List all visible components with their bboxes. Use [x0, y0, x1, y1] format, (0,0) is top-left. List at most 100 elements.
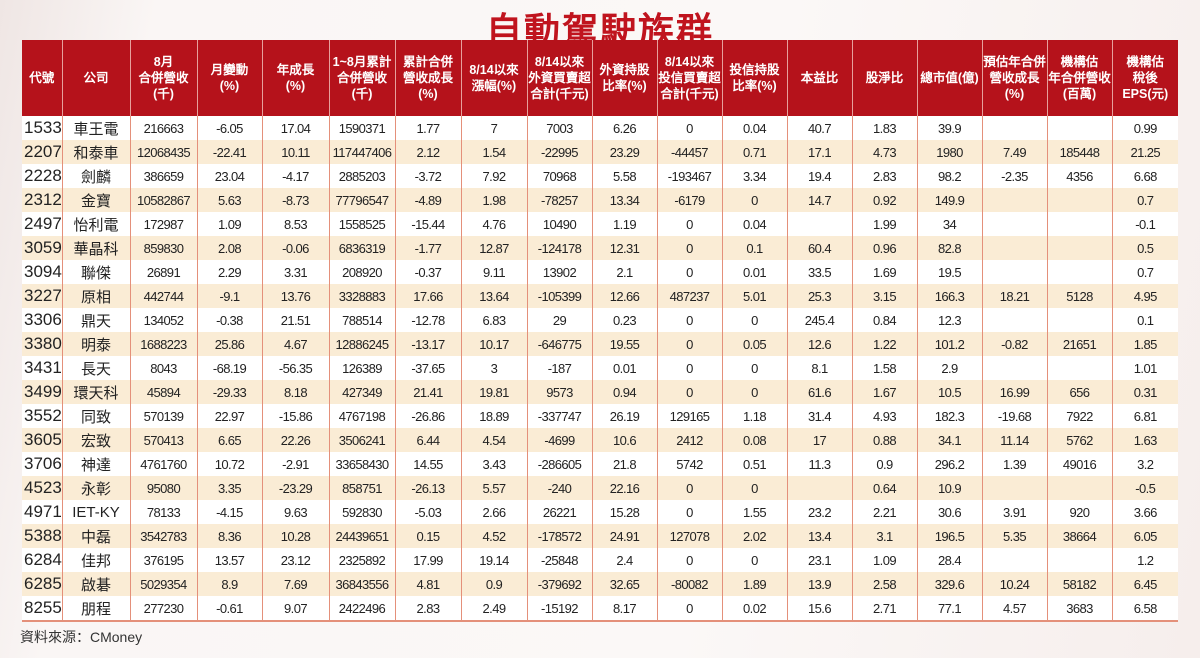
table-cell: 5762 [1046, 428, 1112, 452]
table-cell: -56.35 [261, 356, 329, 380]
table-cell: -68.19 [196, 356, 262, 380]
table-cell: 7 [460, 116, 527, 140]
table-cell: 0.9 [851, 452, 917, 476]
table-cell: 10.24 [981, 572, 1047, 596]
table-row: 3706 神達 4761760 10.72 -2.91 33658430 14.55 3.43… [22, 452, 1178, 476]
table-cell: -0.06 [261, 236, 329, 260]
table-row: 8255 朋程 277230 -0.61 9.07 2422496 2.83 2.49 -151… [22, 596, 1178, 622]
column-header: 8/14以來 投信買賣超 合計(千元) [656, 40, 722, 116]
table-cell: -26.86 [394, 404, 461, 428]
table-cell: 38664 [1046, 524, 1112, 548]
company-name: 長天 [61, 356, 130, 380]
table-cell: 1.01 [1111, 356, 1178, 380]
table-cell [981, 212, 1047, 236]
table-cell [981, 188, 1047, 212]
table-cell: 1.98 [460, 188, 527, 212]
table-cell: 6.58 [1111, 596, 1178, 622]
stock-code: 8255 [22, 596, 62, 622]
table-cell: 920 [1046, 500, 1112, 524]
table-cell: 95080 [129, 476, 197, 500]
table-row: 5388 中磊 3542783 8.36 10.28 24439651 0.15 4.52 -1… [22, 524, 1178, 548]
table-cell: 0 [721, 356, 787, 380]
stock-code: 3499 [22, 380, 62, 404]
table-cell: 4.54 [460, 428, 527, 452]
stock-code: 2497 [22, 212, 62, 236]
table-cell: 17 [786, 428, 852, 452]
table-header-row: 代號 公司 8月 合併營收 (千) 月變動 (%) 年成長 (%) 1~8月累計 合併營收… [22, 40, 1178, 116]
table-cell: 570413 [129, 428, 197, 452]
table-cell: 6.45 [1111, 572, 1178, 596]
table-cell: 2.21 [851, 500, 917, 524]
table-cell: 1.09 [851, 548, 917, 572]
table-cell: 8.18 [261, 380, 329, 404]
table-cell: 77796547 [328, 188, 395, 212]
table-cell [1046, 356, 1112, 380]
column-header: 1~8月累計 合併營收 (千) [328, 40, 395, 116]
table-cell: 329.6 [916, 572, 982, 596]
company-name: 中磊 [61, 524, 130, 548]
column-header: 投信持股 比率(%) [721, 40, 787, 116]
column-header: 8/14以來 外資買賣超 合計(千元) [526, 40, 592, 116]
table-cell: 592830 [328, 500, 395, 524]
autonomous-driving-stocks-table: 代號 公司 8月 合併營收 (千) 月變動 (%) 年成長 (%) 1~8月累計 合併營收… [22, 40, 1178, 622]
table-cell: -286605 [526, 452, 592, 476]
table-cell: 10.72 [196, 452, 262, 476]
table-row: 3059 華晶科 859830 2.08 -0.06 6836319 -1.77 12.87-… [22, 236, 1178, 260]
stock-code: 3380 [22, 332, 62, 356]
table-cell: -22995 [526, 140, 592, 164]
table-cell: 0.31 [1111, 380, 1178, 404]
table-cell: 1.19 [591, 212, 657, 236]
table-cell: 3.34 [721, 164, 787, 188]
table-cell: 10.6 [591, 428, 657, 452]
table-cell: 25.86 [196, 332, 262, 356]
table-cell: -0.5 [1111, 476, 1178, 500]
column-header: 8月 合併營收 (千) [129, 40, 197, 116]
table-cell: 0 [656, 260, 722, 284]
table-cell: 2.66 [460, 500, 527, 524]
table-cell: 21.25 [1111, 140, 1178, 164]
table-cell: 2.9 [916, 356, 982, 380]
company-name: 車王電 [61, 116, 130, 140]
table-cell: 1.09 [196, 212, 262, 236]
table-cell: 1.54 [460, 140, 527, 164]
table-cell [1046, 260, 1112, 284]
table-cell: -6.05 [196, 116, 262, 140]
table-cell: -78257 [526, 188, 592, 212]
table-cell: 49016 [1046, 452, 1112, 476]
stock-code: 2312 [22, 188, 62, 212]
table-cell: 9573 [526, 380, 592, 404]
table-cell: 31.4 [786, 404, 852, 428]
table-cell: 1.22 [851, 332, 917, 356]
stock-code: 3059 [22, 236, 62, 260]
table-cell: -15.86 [261, 404, 329, 428]
table-cell: -12.78 [394, 308, 461, 332]
table-cell: 2.71 [851, 596, 917, 622]
stock-code: 3094 [22, 260, 62, 284]
table-cell: -22.41 [196, 140, 262, 164]
table-cell: 3.2 [1111, 452, 1178, 476]
table-cell: 570139 [129, 404, 197, 428]
table-cell: 208920 [328, 260, 395, 284]
table-cell: 32.65 [591, 572, 657, 596]
table-row: 3605 宏致 570413 6.65 22.26 3506241 6.44 4.54 -469… [22, 428, 1178, 452]
table-cell: 5128 [1046, 284, 1112, 308]
company-name: 怡利電 [61, 212, 130, 236]
stock-code: 3431 [22, 356, 62, 380]
table-cell: 82.8 [916, 236, 982, 260]
table-cell: 2.12 [394, 140, 461, 164]
table-cell: 386659 [129, 164, 197, 188]
table-cell: 12068435 [129, 140, 197, 164]
table-cell: 29 [526, 308, 592, 332]
table-cell: 15.28 [591, 500, 657, 524]
table-cell [1046, 212, 1112, 236]
table-row: 4971 IET-KY 78133 -4.15 9.63 592830 -5.03 2.66 2… [22, 500, 1178, 524]
table-cell: 58182 [1046, 572, 1112, 596]
table-cell: 1.39 [981, 452, 1047, 476]
table-cell: -2.35 [981, 164, 1047, 188]
table-cell: 166.3 [916, 284, 982, 308]
table-cell: 0.88 [851, 428, 917, 452]
table-cell: 0 [656, 236, 722, 260]
table-cell: 8.53 [261, 212, 329, 236]
table-cell: 0.94 [591, 380, 657, 404]
table-cell: 0 [721, 380, 787, 404]
